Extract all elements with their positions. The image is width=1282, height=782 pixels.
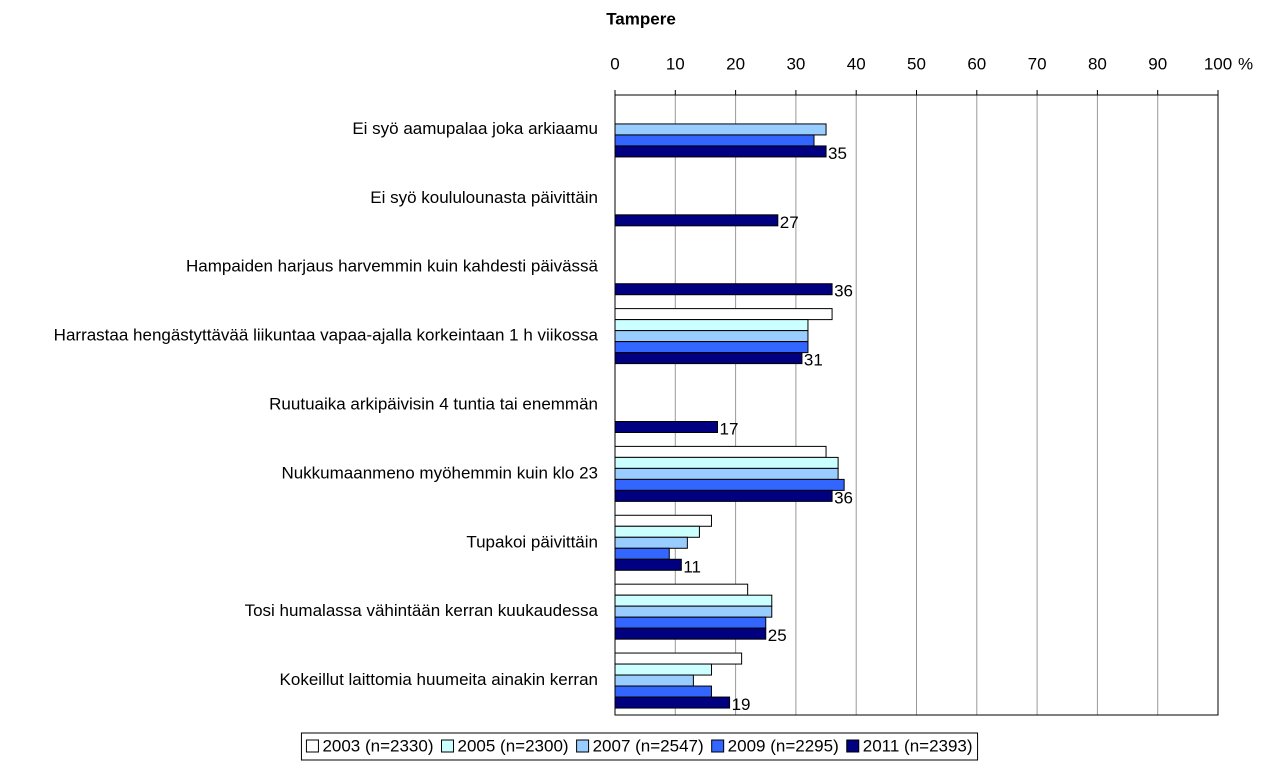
x-tick-label: 80 bbox=[1088, 54, 1107, 73]
x-tick-label: 10 bbox=[666, 54, 685, 73]
bar bbox=[614, 536, 688, 549]
legend-swatch bbox=[576, 739, 590, 753]
y-tick-label: Ei syö aamupalaa joka arkiaamu bbox=[352, 119, 598, 138]
bar bbox=[614, 467, 839, 480]
legend-box bbox=[300, 732, 979, 761]
bar bbox=[614, 685, 712, 698]
legend-swatch bbox=[846, 739, 860, 753]
y-tick-label: Tupakoi päivittäin bbox=[466, 532, 598, 551]
x-tick-label: 30 bbox=[786, 54, 805, 73]
bar bbox=[614, 445, 827, 458]
x-tick-label: 70 bbox=[1028, 54, 1047, 73]
x-tick-label: 0 bbox=[610, 54, 619, 73]
plot-border bbox=[614, 94, 1219, 716]
legend-label: 2009 (n=2295) bbox=[728, 736, 839, 755]
legend-swatch bbox=[305, 739, 319, 753]
x-tick-label: 60 bbox=[967, 54, 986, 73]
bar bbox=[614, 421, 719, 433]
x-tick-label: 40 bbox=[847, 54, 866, 73]
bar bbox=[614, 214, 779, 227]
data-label: 35 bbox=[828, 144, 847, 163]
y-tick-label: Ruutuaika arkipäivisin 4 tuntia tai enem… bbox=[269, 394, 598, 413]
legend-swatch bbox=[711, 739, 725, 753]
y-tick-label: Hampaiden harjaus harvemmin kuin kahdest… bbox=[186, 257, 599, 276]
x-axis-unit: % bbox=[1238, 54, 1253, 73]
bar bbox=[614, 663, 712, 676]
data-label: 36 bbox=[834, 282, 853, 301]
x-tick-label: 90 bbox=[1148, 54, 1167, 73]
bar bbox=[614, 514, 712, 527]
bar bbox=[614, 283, 833, 296]
chart-title: Tampere bbox=[606, 9, 676, 28]
x-tick-label: 20 bbox=[726, 54, 745, 73]
legend: 2003 (n=2330) 2005 (n=2300) 2007 (n=2547) 2… bbox=[300, 732, 979, 761]
bar bbox=[614, 674, 694, 687]
legend-label: 2003 (n=2330) bbox=[322, 736, 433, 755]
legend-label: 2011 (n=2393) bbox=[863, 736, 973, 755]
y-tick-label: Nukkumaanmeno myöhemmin kuin klo 23 bbox=[281, 463, 598, 482]
y-tick-label: Kokeillut laittomia huumeita ainakin ker… bbox=[280, 670, 598, 689]
bar bbox=[614, 525, 700, 538]
bar bbox=[614, 145, 827, 158]
x-tick-label: 100 bbox=[1204, 54, 1232, 73]
data-label: 25 bbox=[768, 626, 787, 645]
data-label: 11 bbox=[683, 557, 701, 576]
bar bbox=[614, 627, 767, 640]
bar bbox=[614, 330, 809, 343]
data-label: 31 bbox=[804, 351, 823, 370]
bar bbox=[614, 341, 809, 354]
bar bbox=[614, 123, 827, 136]
data-label: 17 bbox=[720, 419, 739, 438]
legend-label: 2005 (n=2300) bbox=[458, 736, 569, 755]
bar bbox=[614, 308, 833, 321]
data-label: 27 bbox=[780, 213, 799, 232]
y-tick-label: Ei syö koululounasta päivittäin bbox=[370, 188, 598, 207]
y-tick-label: Harrastaa hengästyttävää liikuntaa vapaa… bbox=[54, 326, 599, 345]
bar bbox=[614, 605, 773, 618]
x-tick-label: 50 bbox=[907, 54, 926, 73]
legend-label: 2007 (n=2547) bbox=[593, 736, 704, 755]
data-label: 19 bbox=[732, 695, 751, 714]
bar bbox=[614, 478, 845, 491]
bar bbox=[614, 352, 803, 365]
bar bbox=[614, 558, 682, 571]
bar bbox=[614, 547, 670, 560]
bar bbox=[614, 616, 767, 629]
bar bbox=[614, 652, 743, 665]
bar bbox=[614, 583, 749, 596]
bar bbox=[614, 696, 731, 709]
legend-swatch bbox=[441, 739, 455, 753]
bar bbox=[614, 489, 833, 502]
data-label: 36 bbox=[834, 488, 853, 507]
y-tick-label: Tosi humalassa vähintään kerran kuukaude… bbox=[245, 601, 599, 620]
bar bbox=[614, 594, 773, 607]
bar bbox=[614, 319, 809, 332]
bar bbox=[614, 134, 815, 147]
bar bbox=[614, 456, 839, 469]
